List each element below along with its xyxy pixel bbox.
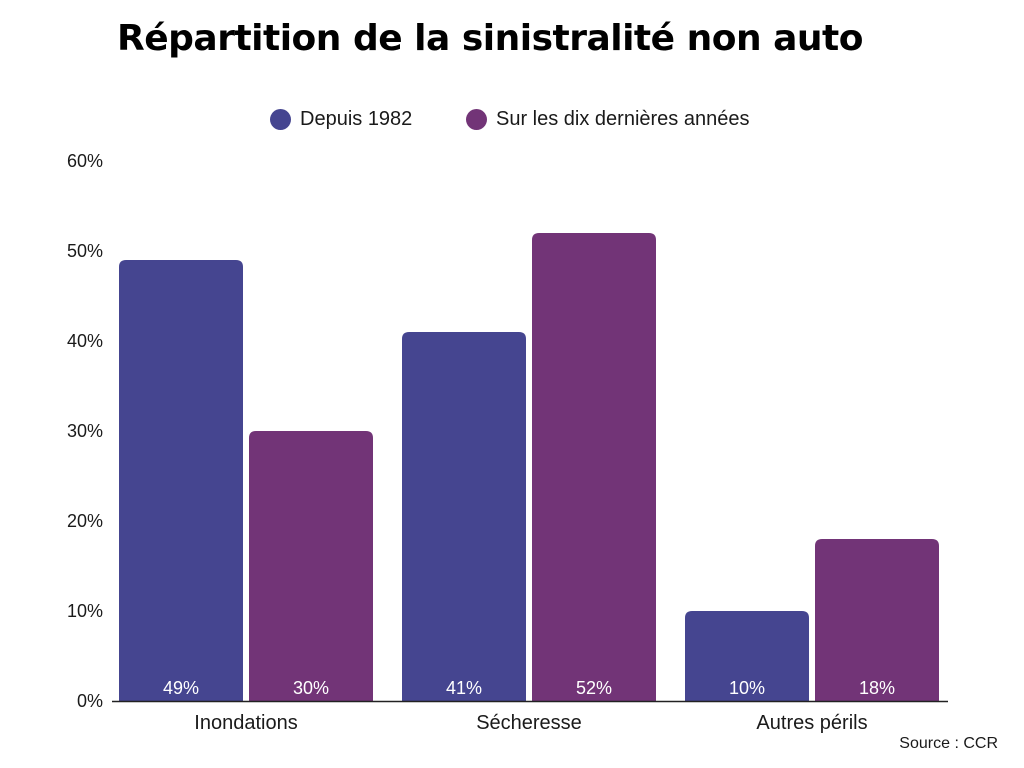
y-tick-label-40: 40% [67, 331, 103, 351]
y-tick-label-50: 50% [67, 241, 103, 261]
data-label-autres-perils-depuis-1982: 10% [729, 678, 765, 698]
legend-label-depuis-1982: Depuis 1982 [300, 107, 413, 130]
legend: Depuis 1982 Sur les dix dernières années [0, 104, 1024, 134]
legend-item-depuis-1982: Depuis 1982 [270, 104, 412, 134]
source-note: Source : CCR [899, 735, 998, 752]
data-label-autres-perils-sur-les-dix-dernieres-annees: 18% [859, 678, 895, 698]
bar-autres-perils-sur-les-dix-dernieres-annees [815, 539, 939, 701]
data-label-secheresse-sur-les-dix-dernieres-annees: 52% [576, 678, 612, 698]
data-label-secheresse-depuis-1982: 41% [446, 678, 482, 698]
legend-item-dix-dernieres-annees: Sur les dix dernières années [466, 104, 749, 134]
data-label-inondations-depuis-1982: 49% [163, 678, 199, 698]
legend-swatch-depuis-1982 [270, 108, 291, 130]
category-label-autres-perils: Autres périls [756, 712, 867, 734]
y-tick-label-10: 10% [67, 601, 103, 621]
category-label-secheresse: Sécheresse [476, 712, 582, 734]
data-label-inondations-sur-les-dix-dernieres-annees: 30% [293, 678, 329, 698]
category-label-inondations: Inondations [194, 712, 297, 734]
legend-label-dix-dernieres-annees: Sur les dix dernières années [496, 107, 750, 130]
y-tick-label-0: 0% [77, 691, 103, 711]
bar-secheresse-sur-les-dix-dernieres-annees [532, 233, 656, 701]
y-tick-label-30: 30% [67, 421, 103, 441]
y-tick-label-60: 60% [67, 151, 103, 171]
legend-swatch-dix-dernieres-annees [466, 108, 487, 130]
bar-secheresse-depuis-1982 [402, 332, 526, 701]
chart-title: Répartition de la sinistralité non auto [117, 18, 863, 59]
bar-autres-perils-depuis-1982 [685, 611, 809, 701]
bar-inondations-sur-les-dix-dernieres-annees [249, 431, 373, 701]
bar-inondations-depuis-1982 [119, 260, 243, 701]
y-tick-label-20: 20% [67, 511, 103, 531]
